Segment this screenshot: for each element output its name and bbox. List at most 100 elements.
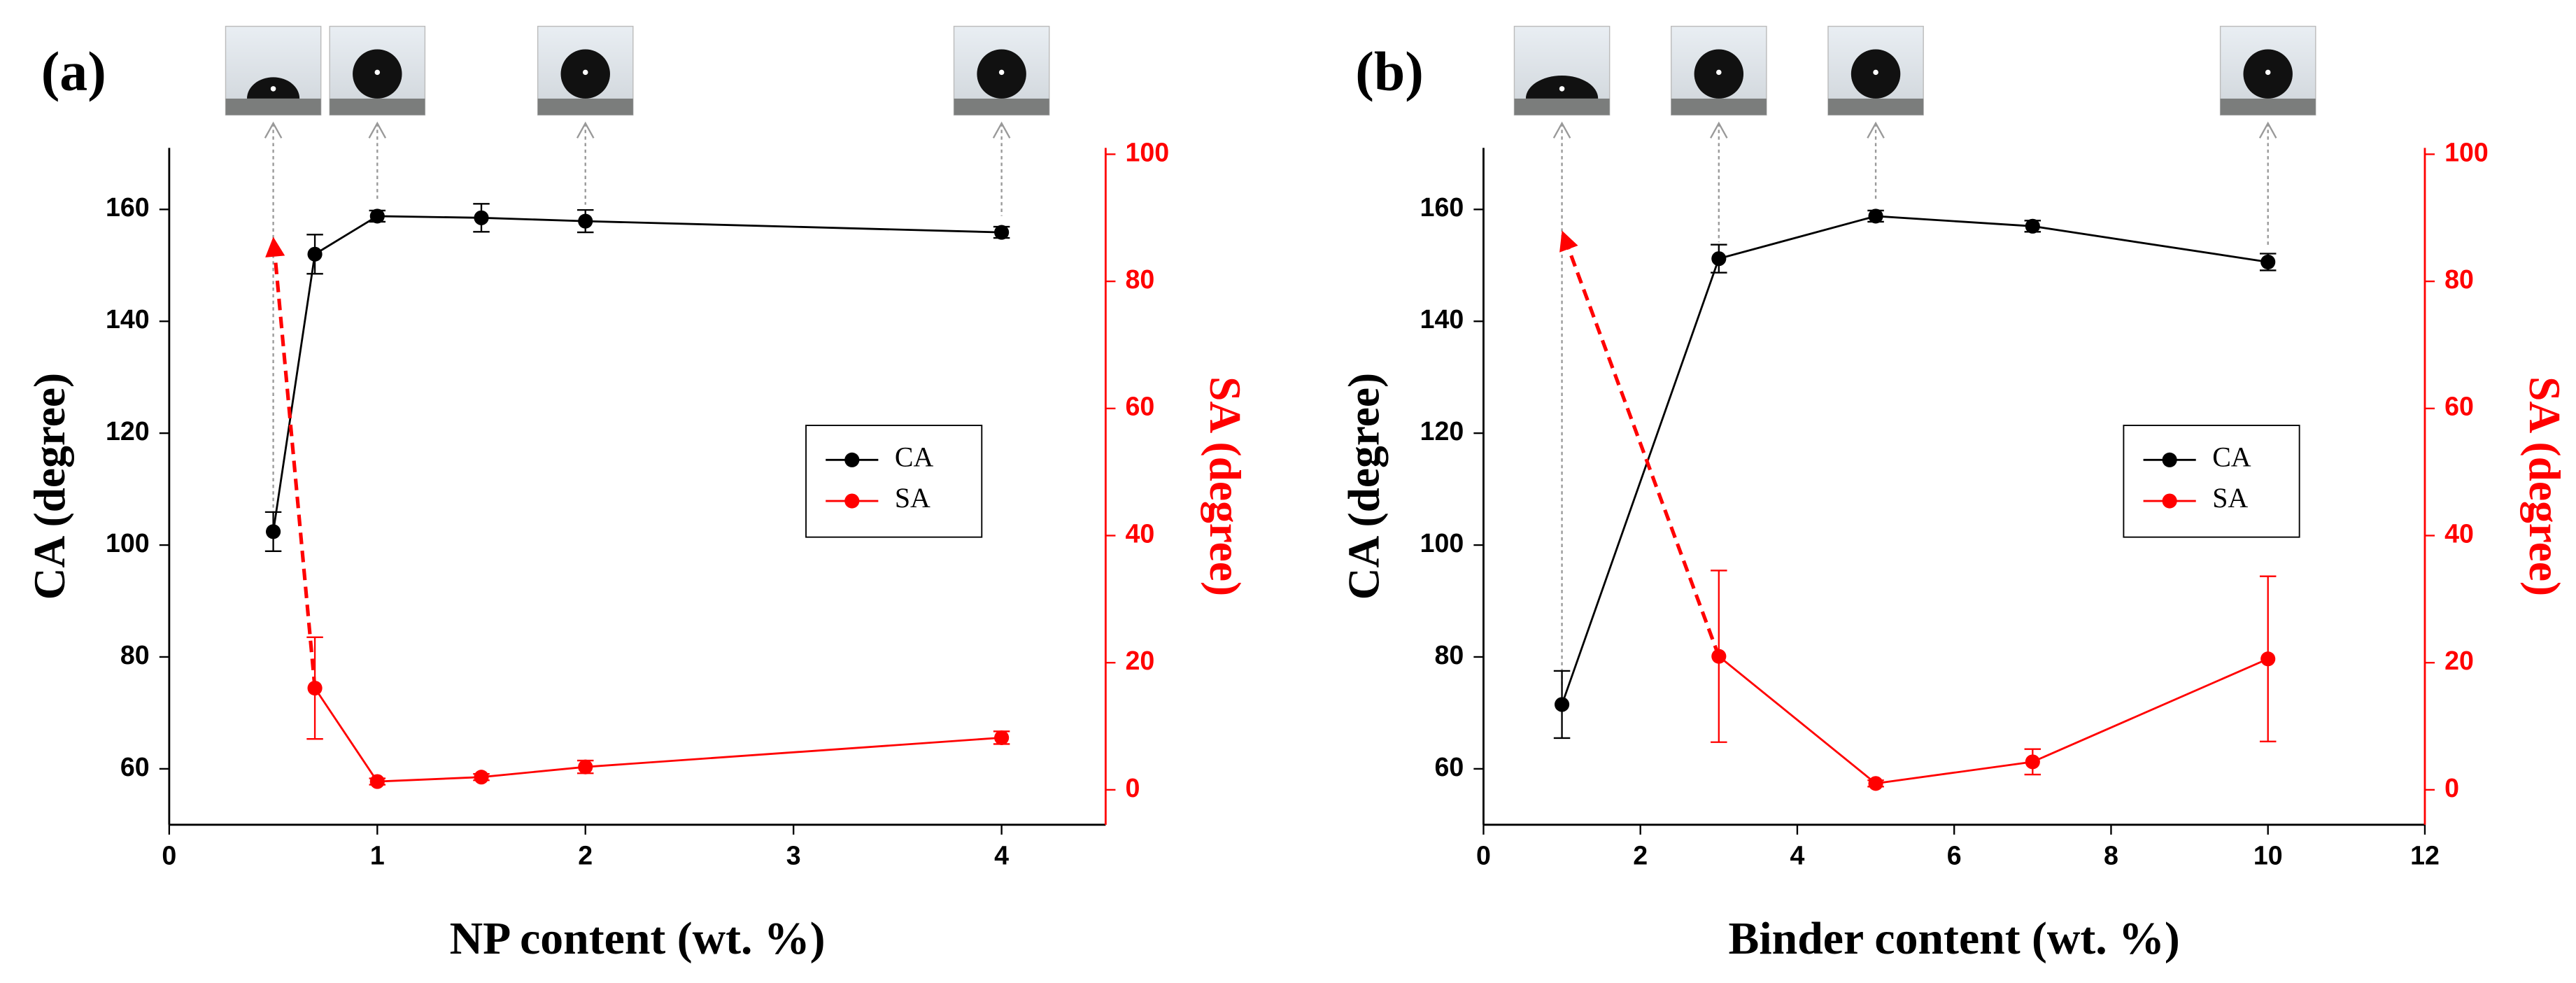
marker — [994, 730, 1010, 745]
y2-tick-label: 40 — [1126, 518, 1155, 548]
x-axis-label: Binder content (wt. %) — [1729, 913, 2180, 964]
marker — [474, 210, 489, 225]
panel-label: (a) — [41, 41, 106, 103]
y2-tick-label: 100 — [1126, 137, 1170, 167]
legend-label: CA — [895, 441, 934, 473]
y2-tick-label: 20 — [1126, 646, 1155, 675]
marker — [578, 759, 593, 775]
image-substrate — [1671, 98, 1767, 115]
y-tick-label: 160 — [106, 192, 150, 222]
image-pointer-head — [992, 121, 1011, 139]
marker — [2260, 651, 2276, 667]
marker — [266, 524, 281, 539]
droplet-highlight — [374, 69, 381, 76]
series-line — [1718, 656, 2269, 785]
marker — [1711, 251, 1727, 267]
marker — [2025, 754, 2040, 770]
y-axis-label: CA (degree) — [25, 373, 74, 600]
y-tick-label: 120 — [106, 416, 150, 446]
x-tick-label: 2 — [578, 841, 593, 870]
y2-tick-label: 0 — [2444, 773, 2459, 802]
droplet-highlight — [1873, 69, 1878, 76]
legend-marker — [2162, 452, 2177, 467]
image-pointer-head — [2258, 121, 2277, 139]
x-tick-label: 4 — [1790, 841, 1805, 870]
droplet-highlight — [998, 69, 1005, 76]
y2-tick-label: 80 — [2444, 264, 2474, 294]
image-substrate — [954, 98, 1049, 115]
legend-marker — [844, 493, 860, 509]
x-tick-label: 8 — [2104, 841, 2118, 870]
image-pointer-head — [264, 121, 283, 139]
sa-arrow — [273, 256, 317, 688]
marker — [2260, 254, 2276, 270]
x-tick-label: 1 — [370, 841, 385, 870]
image-pointer-head — [576, 121, 595, 139]
x-tick-label: 4 — [994, 841, 1009, 870]
y-tick-label: 140 — [106, 304, 150, 334]
image-pointer-head — [1867, 121, 1885, 139]
legend-marker — [2162, 493, 2177, 509]
droplet-highlight — [1559, 86, 1565, 92]
y-tick-label: 80 — [120, 640, 150, 670]
marker — [307, 246, 323, 262]
image-substrate — [2220, 98, 2316, 115]
x-tick-label: 6 — [1947, 841, 1962, 870]
y2-tick-label: 80 — [1126, 264, 1155, 294]
legend-marker — [844, 452, 860, 467]
marker — [307, 680, 323, 696]
legend-box — [805, 425, 983, 538]
x-tick-label: 2 — [1633, 841, 1648, 870]
marker — [578, 213, 593, 229]
image-substrate — [225, 98, 321, 115]
droplet-image — [1671, 25, 1767, 116]
marker — [1868, 208, 1883, 224]
marker — [2025, 218, 2040, 234]
droplet-image — [2219, 25, 2316, 116]
marker — [1868, 776, 1883, 791]
x-tick-label: 0 — [1476, 841, 1491, 870]
y2-tick-label: 40 — [2444, 518, 2474, 548]
y2-tick-label: 60 — [2444, 392, 2474, 421]
y-tick-label: 140 — [1420, 304, 1464, 334]
x-tick-label: 0 — [162, 841, 176, 870]
image-pointer-head — [368, 121, 387, 139]
droplet-image — [225, 25, 322, 116]
x-tick-label: 3 — [786, 841, 801, 870]
droplet-highlight — [270, 86, 276, 92]
y-tick-label: 120 — [1420, 416, 1464, 446]
droplet-highlight — [1716, 69, 1722, 76]
legend-box — [2123, 425, 2300, 538]
droplet-image — [953, 25, 1050, 116]
y2-tick-label: 0 — [1126, 773, 1140, 802]
y2-tick-label: 20 — [2444, 646, 2474, 675]
marker — [369, 774, 385, 789]
series-line — [272, 215, 1002, 532]
image-substrate — [1514, 98, 1610, 115]
image-pointer-head — [1710, 121, 1728, 139]
droplet-image — [329, 25, 426, 116]
x-tick-label: 10 — [2253, 841, 2283, 870]
y-tick-label: 160 — [1420, 192, 1464, 222]
legend-label: CA — [2212, 441, 2251, 473]
y2-tick-label: 100 — [2444, 137, 2489, 167]
panel-label: (b) — [1355, 41, 1424, 103]
droplet-image — [1827, 25, 1924, 116]
image-pointer-head — [1552, 121, 1571, 139]
y-tick-label: 100 — [106, 528, 150, 558]
droplet-image — [1513, 25, 1611, 116]
droplet-highlight — [582, 69, 588, 76]
series-line — [313, 687, 1002, 783]
image-substrate — [1827, 98, 1924, 115]
y2-tick-label: 60 — [1126, 392, 1155, 421]
y-tick-label: 100 — [1420, 528, 1464, 558]
marker — [474, 770, 489, 785]
y-tick-label: 60 — [1434, 752, 1464, 782]
y-tick-label: 80 — [1434, 640, 1464, 670]
marker — [369, 208, 385, 224]
y2-axis-label: SA (degree) — [2520, 376, 2569, 596]
marker — [994, 225, 1010, 240]
sa-arrow-head — [265, 236, 285, 257]
image-substrate — [330, 98, 425, 115]
